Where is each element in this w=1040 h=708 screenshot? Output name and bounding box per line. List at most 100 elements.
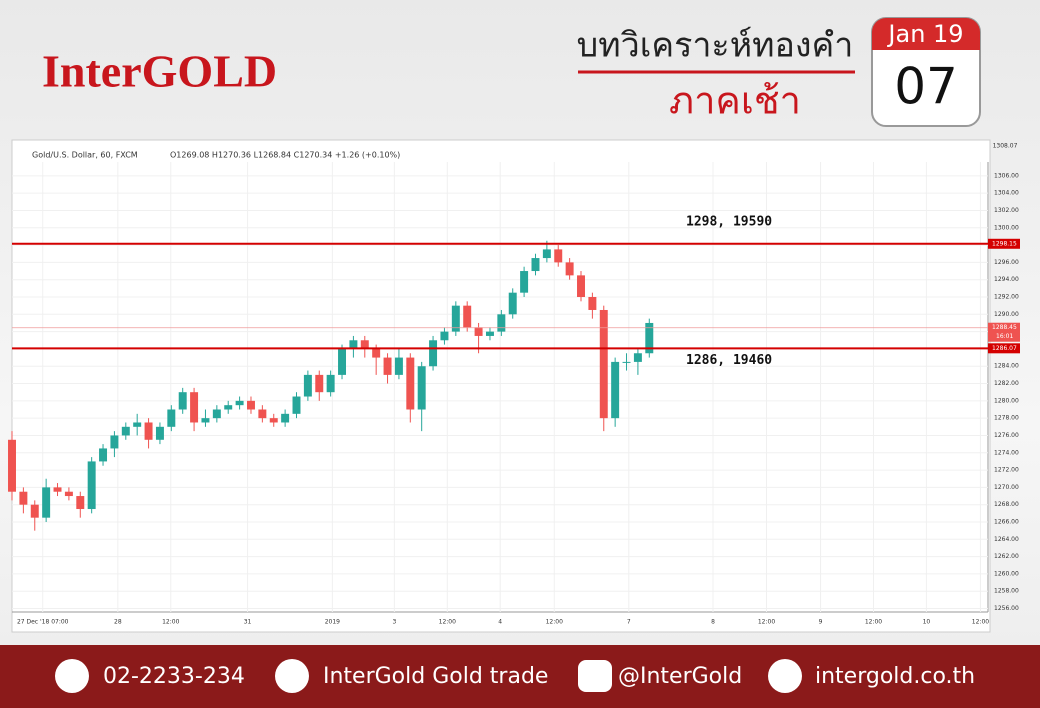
candle-body (8, 439, 16, 492)
candle-body (497, 314, 506, 332)
x-tick-label: 9 (819, 619, 823, 626)
candle-body (417, 366, 426, 410)
candle-body (577, 275, 585, 297)
candle-body (451, 305, 460, 332)
calendar-month: Jan 19 (886, 20, 963, 48)
candle-body (554, 249, 563, 263)
candle-body (155, 426, 164, 440)
candle-body (246, 400, 255, 410)
candle-body (429, 340, 438, 367)
candle-body (269, 418, 278, 423)
candle-body (64, 491, 73, 497)
line-icon (578, 660, 612, 692)
candle-body (565, 262, 574, 276)
candle-body (520, 271, 529, 293)
level-tag (988, 343, 1020, 354)
facebook-icon (275, 659, 309, 693)
x-tick-label: 12:00 (865, 619, 882, 626)
candle-body (588, 297, 597, 310)
y-tick-label: 1282.00 (994, 380, 1019, 387)
candle-body (633, 353, 642, 362)
facebook: InterGold Gold trade (323, 664, 548, 689)
level-tag-label: 1286.07 (992, 345, 1017, 352)
candle-body (485, 331, 494, 336)
x-tick-label: 10 (923, 619, 931, 626)
level-tag-label: 1298.15 (992, 240, 1017, 247)
candle-body (360, 340, 369, 349)
x-tick-label: 31 (244, 619, 252, 626)
candle-body (281, 413, 290, 423)
title: บทวิเคราะห์ทองคำ (577, 26, 854, 66)
y-tick-label: 1306.00 (994, 172, 1019, 179)
y-tick-label: 1268.00 (994, 501, 1019, 508)
candle-body (110, 435, 119, 449)
candle-body (30, 504, 39, 518)
y-tick-label: 1296.00 (994, 259, 1019, 266)
candle-body (474, 327, 483, 336)
candle-body (235, 400, 244, 406)
x-tick-label: 12:00 (439, 619, 456, 626)
level-tag (988, 238, 1020, 249)
candle-body (599, 309, 608, 419)
y-tick-label: 1266.00 (994, 519, 1019, 526)
x-tick-label: 8 (711, 619, 715, 626)
y-tick-label: 1274.00 (994, 449, 1019, 456)
ohlc-readout: O1269.08 H1270.36 L1268.84 C1270.34 +1.2… (170, 151, 400, 160)
calendar-day: 07 (894, 58, 958, 116)
candle-body (326, 374, 335, 393)
candle-body (42, 487, 51, 518)
x-tick-label: 12:00 (758, 619, 775, 626)
line-id: @InterGold (618, 664, 742, 689)
phone: 02-2233-234 (103, 664, 245, 689)
candle-body (508, 292, 517, 315)
candle-body (542, 249, 551, 259)
x-tick-label: 2019 (325, 619, 340, 626)
calendar-top (872, 18, 980, 50)
y-tick-label: 1256.00 (994, 605, 1019, 612)
candle-body (201, 418, 210, 423)
candle-body (19, 491, 28, 505)
candle-body (133, 422, 142, 427)
last-price-label: 1288.45 (992, 324, 1017, 331)
candle-body (315, 374, 324, 393)
x-tick-label: 12:00 (972, 619, 989, 626)
candle-body (87, 461, 96, 510)
candle-body (383, 357, 392, 375)
candle-body (303, 374, 312, 397)
phone-icon (55, 659, 89, 693)
candle-body (531, 258, 540, 272)
y-tick-label: 1258.00 (994, 588, 1019, 595)
y-tick-label: 1272.00 (994, 467, 1019, 474)
candle-body (372, 348, 381, 358)
candle-body (406, 357, 415, 410)
y-tick-label: 1264.00 (994, 536, 1019, 543)
top-price: 1308.07 (993, 143, 1018, 150)
candle-body (258, 409, 267, 419)
web-icon (768, 659, 802, 693)
y-tick-label: 1270.00 (994, 484, 1019, 491)
footer-band (0, 645, 1040, 708)
x-tick-label: 12:00 (546, 619, 563, 626)
website: intergold.co.th (815, 664, 975, 689)
x-tick-label: 4 (498, 619, 502, 626)
candle-body (440, 331, 449, 341)
logo: InterGOLD (42, 46, 277, 97)
x-tick-label: 28 (114, 619, 122, 626)
level-annotation: 1298, 19590 (686, 214, 772, 229)
y-tick-label: 1278.00 (994, 415, 1019, 422)
subtitle: ภาคเช้า (669, 79, 801, 123)
x-tick-label: 12:00 (162, 619, 179, 626)
countdown: 16:01 (996, 333, 1013, 340)
candle-body (121, 426, 130, 436)
candle-body (76, 496, 85, 510)
x-tick-label: 3 (392, 619, 396, 626)
y-tick-label: 1276.00 (994, 432, 1019, 439)
symbol: Gold/U.S. Dollar, 60, FXCM (32, 151, 138, 160)
candle-body (463, 305, 472, 328)
candle-body (178, 392, 187, 410)
y-tick-label: 1300.00 (994, 224, 1019, 231)
candle-body (622, 361, 631, 363)
y-tick-label: 1294.00 (994, 276, 1019, 283)
y-tick-label: 1292.00 (994, 294, 1019, 301)
